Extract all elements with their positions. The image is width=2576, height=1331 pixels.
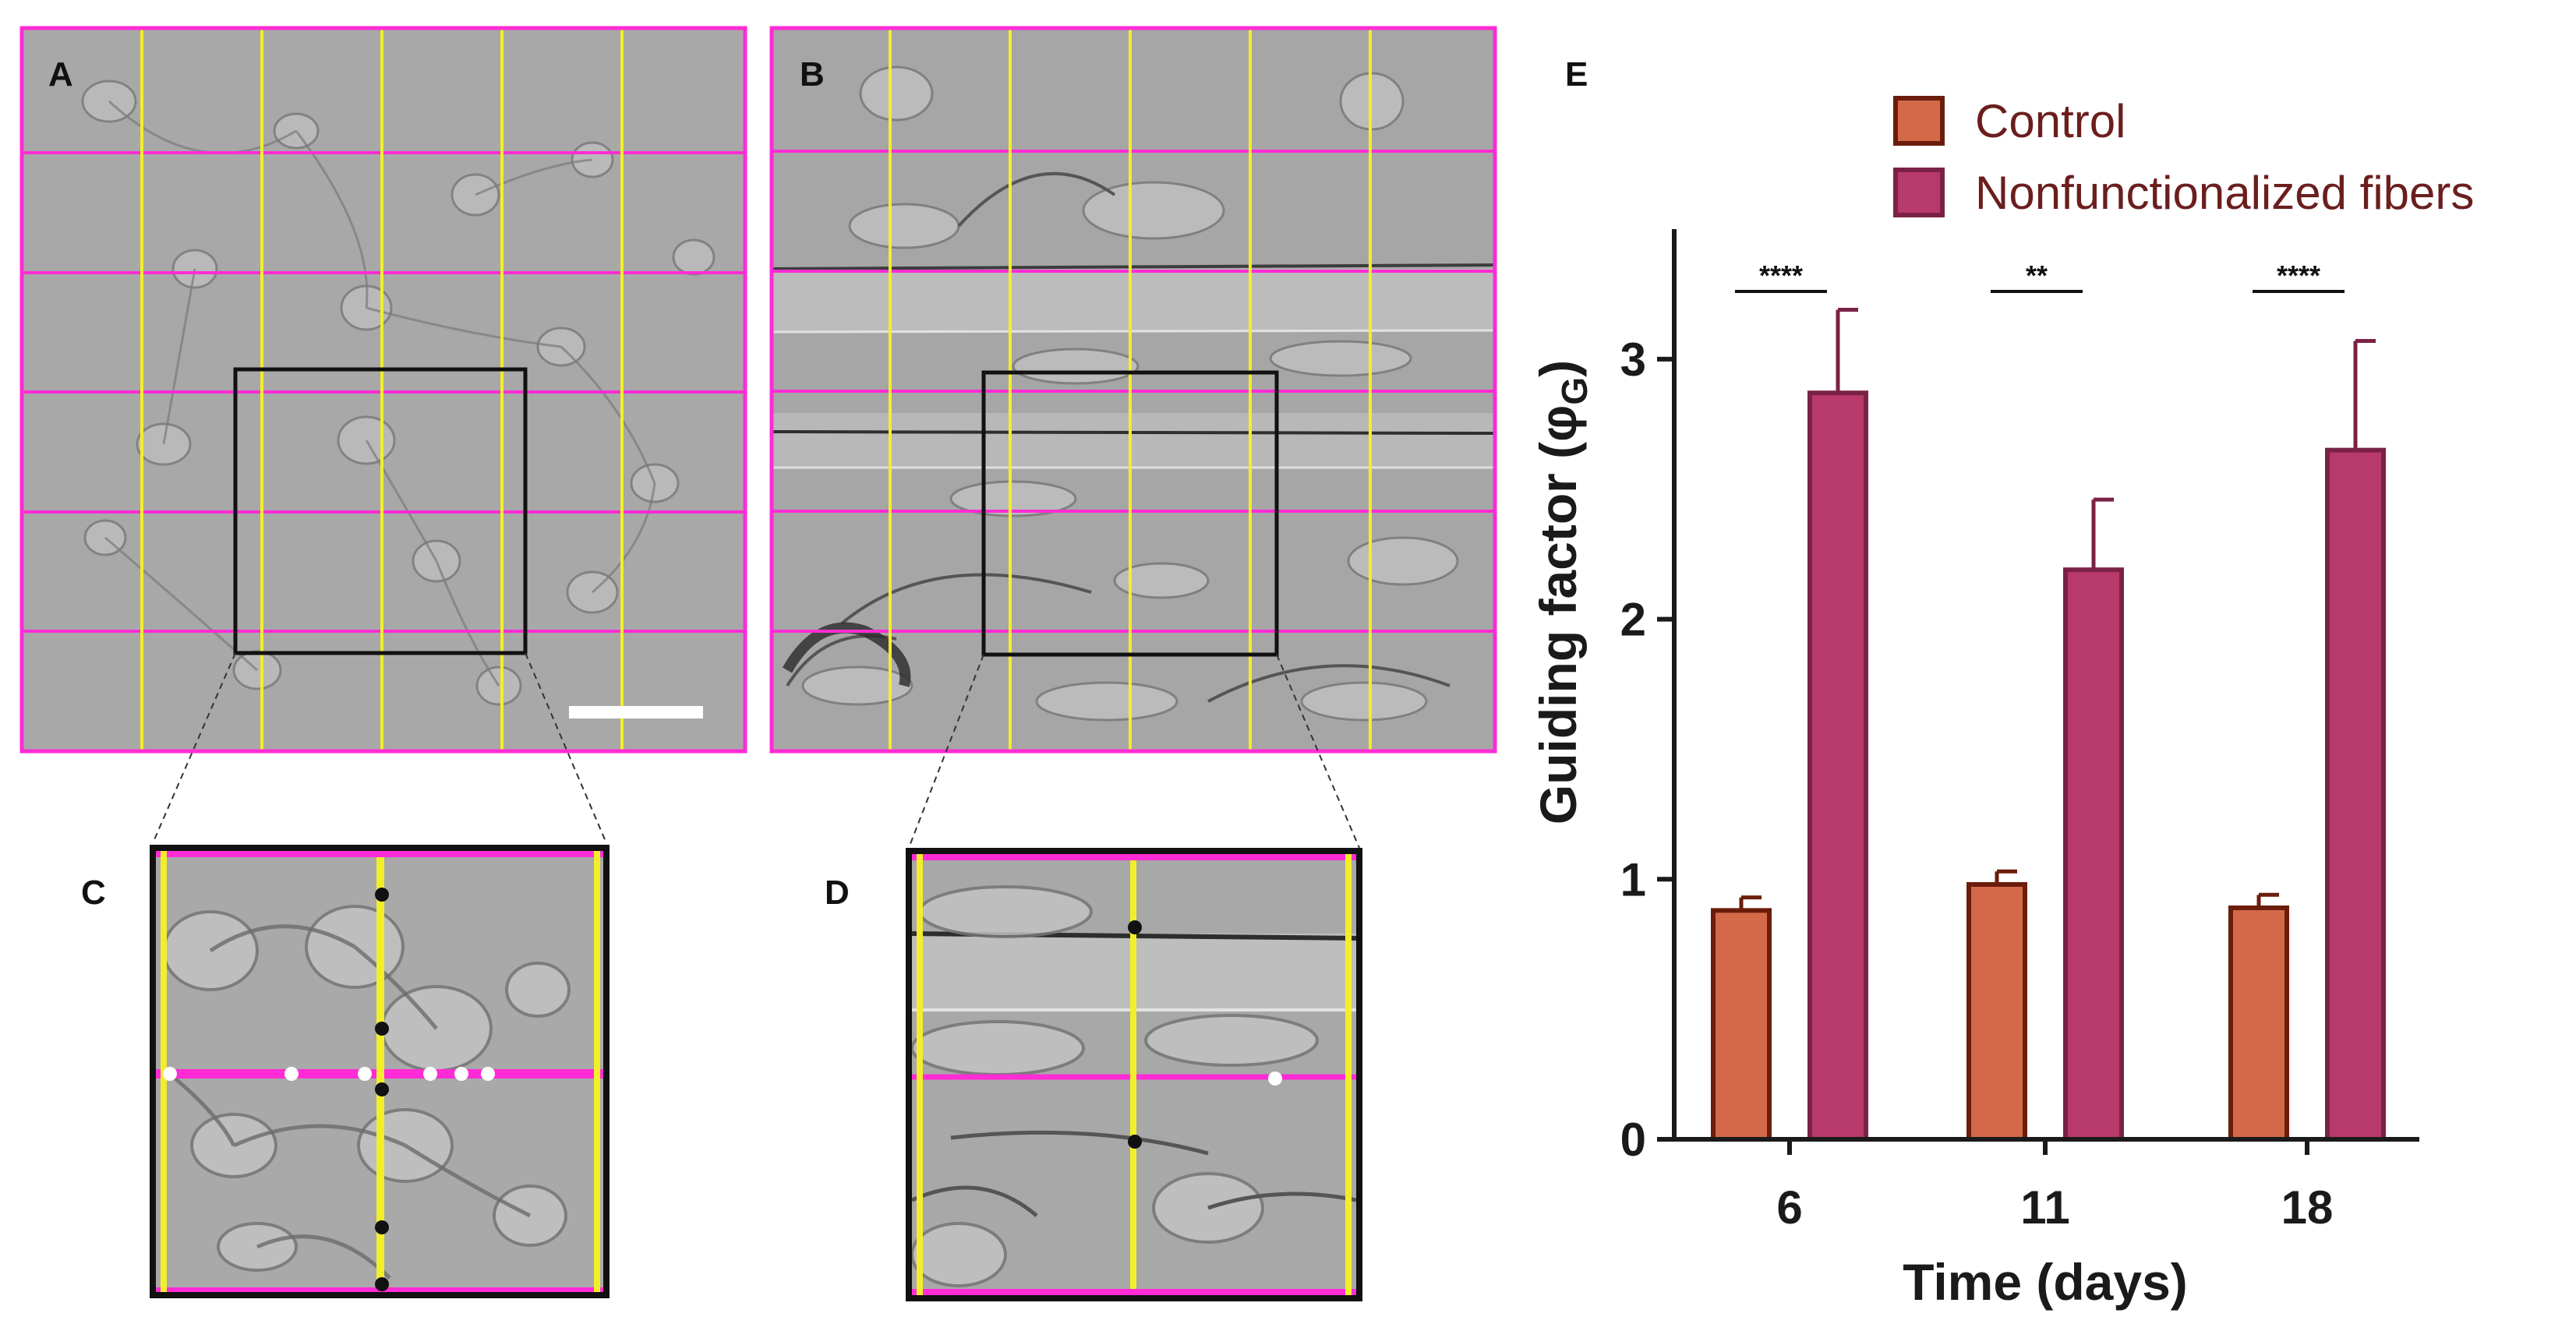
labels-layer: Time (days) Guiding factor (φG)	[1529, 360, 2188, 1311]
y-axis-title-subscript: G	[1554, 377, 1595, 405]
bar-fibers-18	[2325, 447, 2386, 1142]
bar-chart: Control Nonfunctionalized fibers **** ** *…	[1529, 95, 2474, 1311]
y-tick-label-0: 0	[1620, 1114, 1646, 1166]
micrograph-panel-d	[909, 851, 1359, 1298]
x-axis-title: Time (days)	[1903, 1253, 2188, 1311]
legend-label-fibers: Nonfunctionalized fibers	[1975, 167, 2474, 219]
y-tick-label-1: 1	[1620, 853, 1646, 906]
axes-layer: 6 11 18 0 1 2 3	[1620, 229, 2419, 1234]
micrograph-panel-c	[153, 848, 606, 1295]
bar-fibers-6	[1807, 390, 1868, 1142]
panel-c-border	[150, 845, 610, 1298]
y-axis-title: Guiding factor (φG)	[1529, 360, 1595, 824]
significance-label-18: ****	[2277, 259, 2320, 291]
x-tick-label-6: 6	[1776, 1181, 1802, 1234]
y-axis-title-main: Guiding factor (φ	[1529, 405, 1587, 825]
panel-d-border	[906, 848, 1362, 1301]
legend-label-control: Control	[1975, 95, 2125, 147]
micrograph-panel-a	[22, 28, 745, 751]
y-tick-label-2: 2	[1620, 594, 1646, 646]
chart-legend: Control Nonfunctionalized fibers	[1893, 95, 2474, 219]
x-tick-label-11: 11	[2020, 1181, 2069, 1234]
bar-control-18	[2228, 905, 2289, 1142]
legend-swatch-fibers	[1893, 168, 1945, 217]
bar-control-11	[1966, 881, 2027, 1142]
panel-letter-b: B	[800, 55, 825, 94]
zoom-connectors	[152, 652, 1360, 849]
x-tick-label-18: 18	[2281, 1181, 2334, 1234]
y-axis-title-end: )	[1529, 360, 1587, 377]
bar-control-6	[1711, 908, 1772, 1142]
y-tick-label-3: 3	[1620, 334, 1646, 386]
panel-letter-e: E	[1565, 55, 1588, 94]
bars-layer: **** ** ****	[1711, 259, 2386, 1142]
significance-label-6: ****	[1759, 259, 1803, 291]
micrograph-panel-b	[772, 28, 1495, 751]
panel-b-border	[769, 26, 1497, 754]
panel-letter-d: D	[825, 874, 850, 912]
panel-letter-a: A	[48, 55, 73, 94]
significance-label-11: **	[2026, 259, 2048, 291]
panel-letter-c: C	[81, 874, 106, 912]
legend-swatch-control	[1893, 96, 1945, 146]
bar-fibers-11	[2063, 567, 2124, 1142]
panel-a-border	[19, 26, 747, 754]
